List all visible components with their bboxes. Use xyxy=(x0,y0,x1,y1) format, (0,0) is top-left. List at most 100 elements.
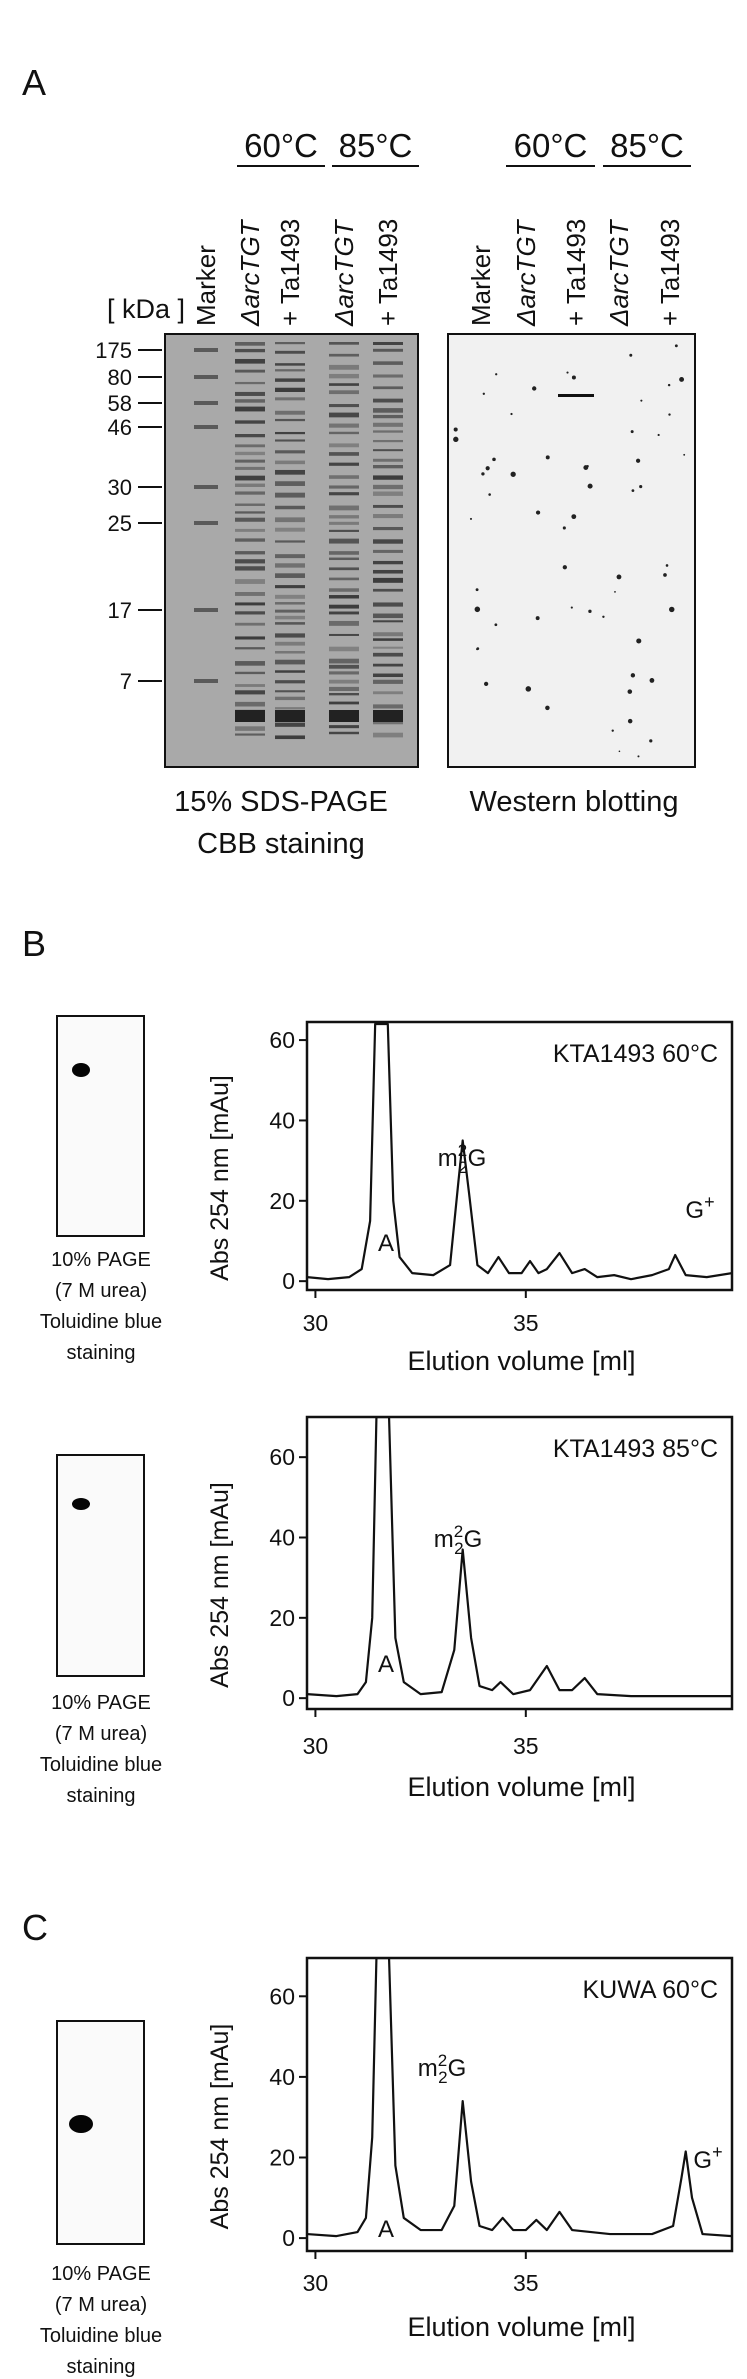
gel-band xyxy=(275,554,305,559)
gel-band xyxy=(373,526,403,531)
gel-band xyxy=(235,391,265,396)
plot-frame xyxy=(305,1020,734,1292)
gel-band xyxy=(329,551,359,555)
gel-band xyxy=(329,423,359,428)
blot-speck xyxy=(602,615,605,618)
gel-band xyxy=(275,378,305,382)
y-tick-label: 0 xyxy=(282,1268,295,1294)
blot-speck xyxy=(637,755,640,758)
gel-band xyxy=(235,444,265,448)
gel-band xyxy=(329,431,359,435)
gel-band xyxy=(275,710,305,722)
blot-speck xyxy=(588,609,592,613)
blot-speck xyxy=(453,436,459,443)
gel-band xyxy=(373,539,403,544)
gel-band xyxy=(275,517,305,523)
gel-band xyxy=(235,538,265,542)
blot-speck xyxy=(639,485,643,489)
peak-label: m2 2G xyxy=(418,2051,467,2087)
peak-label-sup: + xyxy=(712,2142,723,2162)
blot-speck xyxy=(663,573,667,577)
gel-band xyxy=(329,725,359,729)
gel-band xyxy=(373,449,403,452)
gel-band xyxy=(373,514,403,519)
blot-speck xyxy=(649,678,655,683)
gel-spot xyxy=(69,2115,93,2133)
blot-speck xyxy=(476,647,480,650)
peak-label-text: G xyxy=(464,1526,483,1553)
lane-label: ΔarcTGT xyxy=(235,218,265,327)
blot-speck xyxy=(614,591,616,593)
gel-band xyxy=(329,353,359,357)
panel-label: A xyxy=(22,62,46,103)
blot-speck xyxy=(587,483,593,489)
gel-caption: 15% SDS-PAGE xyxy=(174,786,388,818)
gel-caption: (7 M urea) xyxy=(55,1280,147,1302)
blot-speck xyxy=(627,718,633,724)
gel-band xyxy=(275,615,305,620)
blot-speck xyxy=(649,739,653,743)
peak-label-sub: 2 xyxy=(454,1539,463,1558)
gel-band xyxy=(373,491,403,496)
gel-band xyxy=(373,691,403,695)
temperature-label: 85°C xyxy=(339,127,413,164)
gel-band xyxy=(275,573,305,578)
lane-label: ΔarcTGT xyxy=(511,218,541,327)
gel-band xyxy=(194,401,218,405)
gel-caption: 10% PAGE xyxy=(51,2263,151,2285)
gel-band xyxy=(373,414,403,419)
blot-speck xyxy=(481,472,485,476)
blot-speck xyxy=(488,493,491,496)
gel-band xyxy=(373,484,403,490)
lane-label: ΔarcTGT xyxy=(329,218,359,327)
gel-band xyxy=(329,538,359,544)
gel-band xyxy=(329,443,359,448)
peak-label-text: m xyxy=(418,2055,438,2082)
gel-band xyxy=(329,521,359,525)
blot-speck xyxy=(571,514,577,520)
gel-band xyxy=(275,707,305,710)
peak-label-text: A xyxy=(378,1651,394,1678)
peak-label-sup: 2 xyxy=(454,1522,463,1541)
gel-band xyxy=(373,613,403,619)
blot-speck xyxy=(495,373,498,376)
blot-speck xyxy=(683,453,686,456)
gel-band xyxy=(194,375,218,379)
gel-band xyxy=(373,422,403,427)
x-tick-label: 30 xyxy=(303,1310,329,1336)
gel-band xyxy=(235,381,265,385)
gel-band xyxy=(235,726,265,731)
gel-band xyxy=(235,348,265,353)
y-tick-label: 20 xyxy=(269,1605,295,1631)
peak-label: G+ xyxy=(685,1192,714,1224)
gel-caption: Western blotting xyxy=(469,786,678,818)
peak-label: m2 2G xyxy=(434,1522,483,1558)
marker-size: 17 xyxy=(108,598,132,623)
panel-label: C xyxy=(22,1907,48,1948)
blot-speck xyxy=(679,376,685,382)
gel-band xyxy=(373,569,403,574)
gel-band xyxy=(275,641,305,646)
gel-band xyxy=(373,663,403,667)
blot-speck xyxy=(635,458,641,463)
gel-band xyxy=(329,529,359,532)
blot-speck xyxy=(562,526,566,530)
gel-band xyxy=(373,361,403,365)
gel-band xyxy=(235,592,265,596)
gel-band xyxy=(275,450,305,454)
gel-band xyxy=(194,608,218,612)
gel-caption: staining xyxy=(67,2356,136,2378)
gel-band xyxy=(329,577,359,581)
gel-band xyxy=(235,684,265,687)
blot-speck xyxy=(469,517,473,520)
gel-band xyxy=(235,420,265,424)
blot-speck xyxy=(618,750,621,753)
gel-band xyxy=(275,369,305,372)
gel-band xyxy=(373,638,403,641)
gel-spot xyxy=(72,1498,90,1510)
gel-band xyxy=(329,671,359,675)
blot-speck xyxy=(631,489,635,493)
gel-band xyxy=(275,585,305,589)
gel-band xyxy=(275,690,305,693)
blot-speck xyxy=(667,383,671,387)
